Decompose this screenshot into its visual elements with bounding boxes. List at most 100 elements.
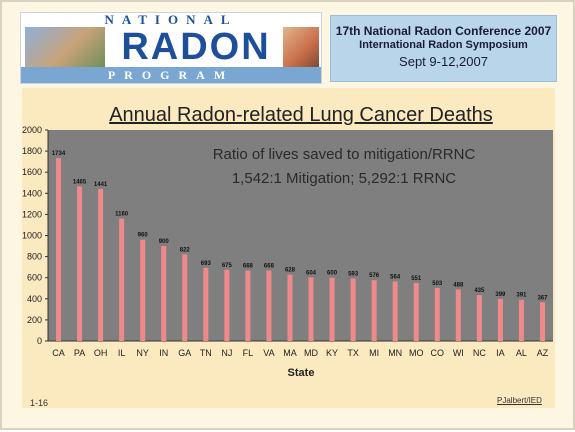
conference-title: 17th National Radon Conference 2007 <box>335 24 552 38</box>
bar-ny <box>140 239 146 341</box>
bar-wi <box>455 289 461 341</box>
data-label-ny: 960 <box>138 233 149 239</box>
bar-il <box>119 218 125 341</box>
y-tick-label: 1600 <box>22 167 42 177</box>
x-tick-label-tn: TN <box>200 348 212 358</box>
bar-tx <box>350 278 356 341</box>
bar-mo <box>413 282 419 341</box>
x-tick-label-va: VA <box>263 348 274 358</box>
bar-fl <box>245 270 251 341</box>
x-tick-label-ga: GA <box>178 348 191 358</box>
data-label-ma: 628 <box>285 268 296 274</box>
data-label-al: 391 <box>516 293 527 299</box>
x-tick-label-ma: MA <box>283 348 297 358</box>
data-label-md: 604 <box>306 270 317 276</box>
data-label-mn: 564 <box>390 274 401 280</box>
page-number: 1-16 <box>30 398 49 408</box>
data-label-va: 668 <box>264 264 275 270</box>
data-label-in: 900 <box>159 239 170 245</box>
data-label-fl: 668 <box>243 264 254 270</box>
bar-in <box>161 246 167 341</box>
data-label-co: 503 <box>432 281 443 287</box>
bar-mi <box>371 280 377 341</box>
author-credit: PJalbert/IED <box>497 396 542 405</box>
x-tick-label-al: AL <box>516 348 527 358</box>
bar-tn <box>203 267 209 341</box>
x-tick-label-nj: NJ <box>221 348 232 358</box>
x-tick-label-nc: NC <box>473 348 486 358</box>
y-tick-label: 2000 <box>22 125 42 135</box>
logo-bottom-text: PROGRAM <box>21 67 321 83</box>
x-axis-label: State <box>288 367 315 379</box>
bar-ca <box>56 158 62 341</box>
x-tick-label-in: IN <box>159 348 168 358</box>
data-label-nj: 675 <box>222 263 233 269</box>
plot-area <box>48 130 553 341</box>
data-label-il: 1160 <box>115 212 129 218</box>
conference-subtitle: International Radon Symposium <box>359 39 528 51</box>
x-tick-label-pa: PA <box>74 348 85 358</box>
data-label-ca: 1734 <box>52 151 66 157</box>
data-label-mi: 576 <box>369 273 380 279</box>
x-tick-label-co: CO <box>431 348 445 358</box>
x-tick-label-ny: NY <box>136 348 149 358</box>
y-tick-label: 200 <box>27 315 42 325</box>
x-tick-label-il: IL <box>118 348 126 358</box>
bar-ia <box>497 298 503 341</box>
data-label-ky: 600 <box>327 271 338 277</box>
chart-title: Annual Radon-related Lung Cancer Deaths <box>109 104 493 126</box>
bar-ma <box>287 274 293 341</box>
conference-box: 17th National Radon Conference 2007 Inte… <box>330 15 557 82</box>
y-tick-label: 0 <box>37 336 42 346</box>
y-tick-label: 1200 <box>22 209 42 219</box>
bar-pa <box>77 186 83 341</box>
y-tick-label: 400 <box>27 294 42 304</box>
bar-nj <box>224 269 230 341</box>
y-tick-label: 1800 <box>22 146 42 156</box>
bar-nc <box>476 295 482 341</box>
bar-ga <box>182 254 188 341</box>
data-label-tn: 693 <box>201 261 212 267</box>
y-tick-label: 600 <box>27 273 42 283</box>
data-label-ia: 399 <box>495 292 506 298</box>
data-label-ga: 822 <box>180 247 191 253</box>
logo-top-text: NATIONAL <box>104 12 238 27</box>
annotation-line-1: Ratio of lives saved to mitigation/RRNC <box>213 146 476 163</box>
conference-dates: Sept 9-12,2007 <box>399 54 488 69</box>
data-label-wi: 488 <box>453 283 464 289</box>
bar-md <box>308 277 314 341</box>
x-tick-label-az: AZ <box>537 348 549 358</box>
data-label-tx: 593 <box>348 271 359 277</box>
y-tick-label: 1000 <box>22 231 42 241</box>
x-tick-label-oh: OH <box>94 348 108 358</box>
bar-mn <box>392 281 398 341</box>
national-radon-program-logo: NATIONAL RADON PROGRAM <box>20 12 322 84</box>
x-tick-label-tx: TX <box>347 348 359 358</box>
bar-ky <box>329 277 335 341</box>
x-tick-label-wi: WI <box>453 348 464 358</box>
bar-co <box>434 287 440 341</box>
x-tick-label-mn: MN <box>388 348 402 358</box>
data-label-az: 367 <box>537 295 548 301</box>
bar-al <box>518 299 524 341</box>
x-tick-label-mo: MO <box>409 348 424 358</box>
house-photo <box>25 27 105 67</box>
x-tick-label-md: MD <box>304 348 318 358</box>
data-label-oh: 1441 <box>94 182 108 188</box>
y-tick-label: 800 <box>27 252 42 262</box>
x-tick-label-mi: MI <box>369 348 379 358</box>
x-tick-label-ky: KY <box>326 348 338 358</box>
family-photo <box>283 27 319 67</box>
bar-az <box>539 302 545 341</box>
y-tick-label: 1400 <box>22 188 42 198</box>
data-label-nc: 435 <box>474 288 485 294</box>
annotation-line-2: 1,542:1 Mitigation; 5,292:1 RRNC <box>232 170 456 187</box>
x-tick-label-ca: CA <box>52 348 65 358</box>
bar-oh <box>98 188 104 341</box>
data-label-pa: 1465 <box>73 179 87 185</box>
bar-va <box>266 270 272 341</box>
x-tick-label-ia: IA <box>496 348 505 358</box>
logo-main-text: RADON <box>121 26 271 68</box>
